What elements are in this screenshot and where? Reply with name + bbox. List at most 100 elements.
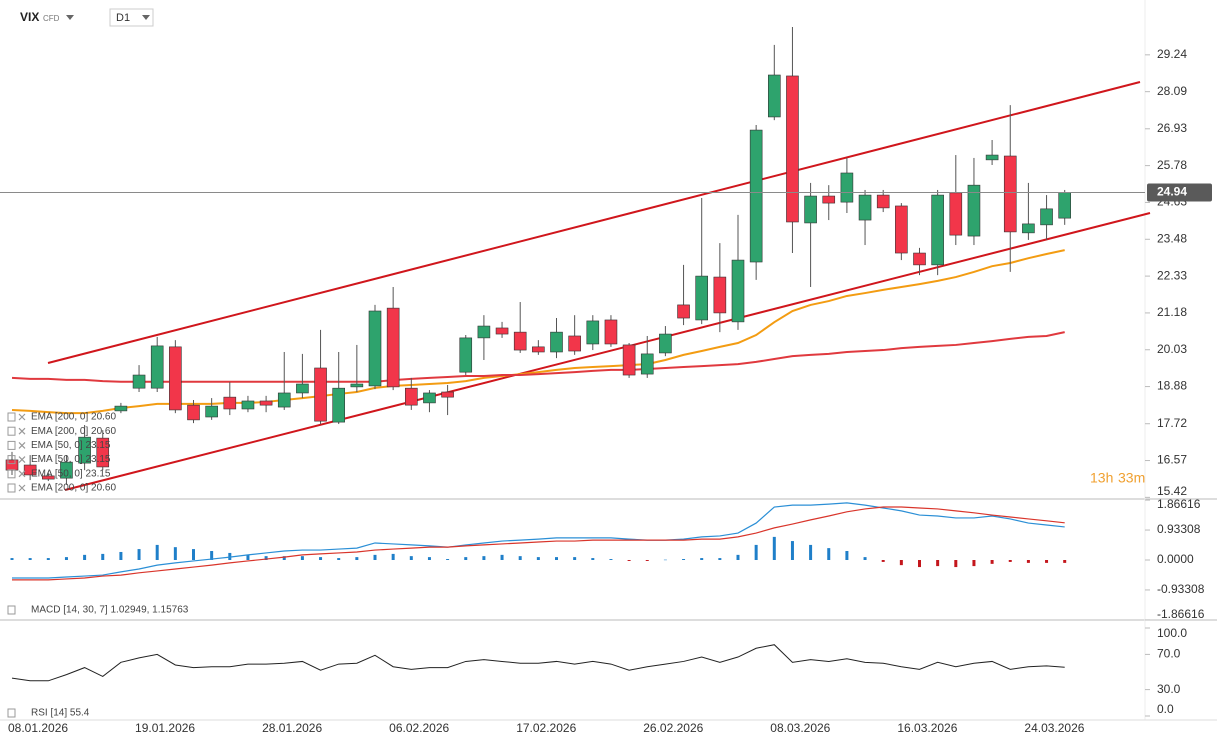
y-tick-label: 22.33 [1157,268,1187,282]
x-tick-label: 26.02.2026 [643,721,703,735]
timeframe[interactable]: D1 [116,12,130,24]
y-tick-label: 30.0 [1157,682,1181,696]
y-tick-label: -1.86616 [1157,607,1205,621]
legend-entry: EMA [50, 0] 23.15 [31,440,111,451]
histogram-bar [881,560,885,562]
histogram-bar [518,556,522,560]
histogram-bar [645,560,649,561]
candle-body [913,252,926,266]
candle-body [350,383,364,388]
legend-close[interactable] [18,484,26,492]
histogram-bar [754,544,758,560]
histogram-bar [1008,560,1012,562]
legend-entry: EMA [50, 0] 23.15 [31,468,111,479]
legend-icon [7,426,16,436]
histogram-bar [246,554,250,560]
histogram-bar [663,559,667,561]
legend-icon [7,440,16,450]
candle-body [586,320,600,345]
legend-close[interactable] [18,470,26,478]
x-tick-label: 06.02.2026 [389,721,449,735]
candle-body [949,192,963,236]
legend-close[interactable] [18,441,26,449]
histogram-bar [64,557,68,560]
legend-close[interactable] [18,456,26,464]
x-tick-label: 24.03.2026 [1024,721,1084,735]
y-tick-label: 25.78 [1157,158,1187,172]
histogram-bar [1026,560,1030,563]
y-tick-label: 1.86616 [1157,497,1201,511]
candle-body [822,195,836,204]
candle-body [931,194,944,266]
indicator-line [12,506,1065,581]
histogram-bar [591,558,595,560]
x-tick-label: 08.03.2026 [770,721,830,735]
trendline-lower[interactable] [64,212,1151,491]
y-tick-label: 21.18 [1157,305,1187,319]
y-tick-label: 20.03 [1157,342,1187,356]
legend-close[interactable] [18,427,26,435]
candle-body [114,405,128,412]
y-tick-label: 26.93 [1157,121,1187,135]
candle-body [876,194,890,209]
indicator-line [12,502,1065,579]
candle-body [985,154,999,161]
histogram-bar [1063,560,1067,563]
legend-close[interactable] [18,413,26,421]
histogram-bar [137,549,141,560]
y-tick-label: 18.88 [1157,379,1187,393]
indicator-label: RSI [14] 55.4 [31,708,90,719]
histogram-bar [682,559,686,560]
y-tick-label: 0.0000 [1157,552,1194,566]
y-tick-label: 15.42 [1157,484,1187,498]
histogram-bar [845,551,849,560]
legend-icon [7,605,16,615]
y-tick-label: 16.57 [1157,453,1187,467]
indicator-line [11,644,1065,682]
candle-body [169,346,182,411]
histogram-bar [427,557,431,560]
candle-body [78,436,91,464]
symbol-dropdown[interactable] [66,15,74,20]
candle-body [332,387,346,423]
candle-body [150,345,164,389]
candle-body [858,194,872,221]
histogram-bar [10,558,14,560]
candle-body [550,331,563,353]
histogram-bar [446,559,450,560]
x-tick-label: 28.01.2026 [262,721,322,735]
symbol[interactable]: VIX [20,10,39,24]
histogram-bar [28,558,32,560]
timeframe-select[interactable] [109,8,154,27]
histogram-bar [772,536,776,560]
histogram-bar [990,560,994,564]
candle-body [713,276,727,314]
candle-body [749,129,763,263]
y-tick-label: 100.0 [1157,626,1187,640]
candle-body [967,184,981,237]
trendline-upper[interactable] [47,81,1141,364]
candle-body [423,392,436,404]
legend-entry: EMA [200, 0] 20.60 [31,412,116,423]
candle-body [205,405,218,418]
histogram-bar [228,552,232,560]
x-tick-label: 17.02.2026 [516,721,576,735]
y-tick-label: 0.0 [1157,702,1174,716]
y-tick-label: -0.93308 [1157,582,1205,596]
histogram-bar [718,558,722,560]
timeframe-dropdown[interactable] [142,15,150,20]
y-tick-label: 29.24 [1157,47,1187,61]
histogram-bar [373,554,377,560]
x-tick-label: 16.03.2026 [897,721,957,735]
histogram-bar [573,557,577,560]
histogram-bar [899,560,903,566]
candle-body [404,387,418,406]
candle-body [386,307,400,388]
histogram-bar [210,551,214,560]
histogram-bar [264,556,268,560]
candle-body [532,346,545,353]
legend-entry: EMA [200, 0] 20.60 [31,483,116,494]
current-price-label: 24.94 [1157,185,1187,199]
